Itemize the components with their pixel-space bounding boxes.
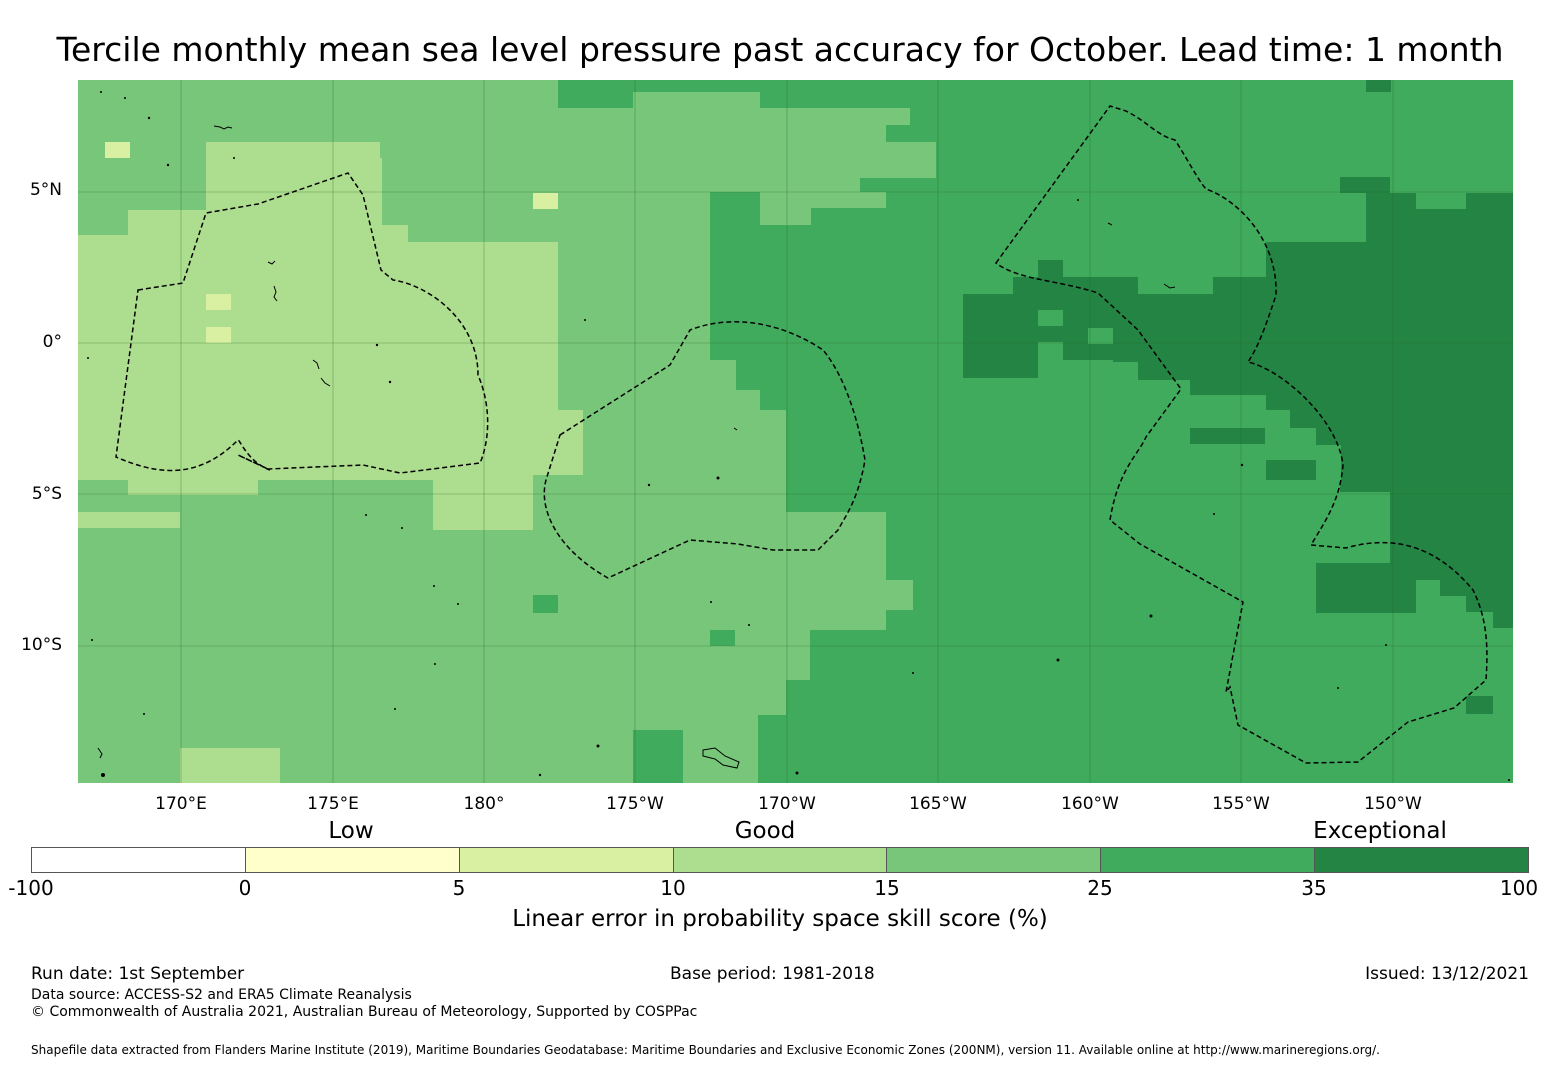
colorbar-segment — [32, 848, 245, 872]
eez-tokelau — [543, 321, 866, 579]
region-35-100-cell — [1466, 696, 1493, 714]
copyright: © Commonwealth of Australia 2021, Austra… — [31, 1004, 698, 1020]
region-10-15-west — [78, 142, 583, 530]
base-period: Base period: 1981-2018 — [670, 964, 875, 984]
island — [1107, 222, 1113, 226]
category-low: Low — [328, 818, 374, 844]
colorbar — [31, 847, 1529, 873]
colorbar-tick: 5 — [452, 876, 466, 900]
colorbar-segment — [1314, 848, 1529, 872]
lon-label: 175°E — [307, 794, 359, 814]
issued-date: Issued: 13/12/2021 — [1365, 964, 1529, 984]
region-10-15-east — [78, 512, 180, 528]
region-15-25-cell — [1088, 328, 1113, 344]
colorbar-segment — [672, 848, 887, 872]
category-exceptional: Exceptional — [1313, 818, 1447, 844]
lat-label-5s: 5°S — [31, 484, 62, 504]
eez-kiribati-line-north — [994, 105, 1488, 764]
region-25-35-cell — [710, 630, 735, 646]
lon-label: 155°W — [1212, 794, 1270, 814]
island — [312, 359, 320, 370]
colorbar-label: Linear error in probability space skill … — [512, 906, 1048, 932]
region-35-100-cell — [1190, 428, 1265, 444]
graticule — [78, 80, 1513, 783]
colorbar-segment — [458, 848, 673, 872]
region-5-10-cell — [533, 193, 558, 209]
map-title: Tercile monthly mean sea level pressure … — [56, 30, 1504, 69]
region-5-10-cell — [206, 294, 231, 310]
islands — [97, 125, 1176, 769]
region-15-25-cell — [1416, 193, 1466, 209]
eez-boundaries — [115, 105, 1488, 764]
data-source: Data source: ACCESS-S2 and ERA5 Climate … — [31, 987, 412, 1003]
colorbar-segment — [244, 848, 459, 872]
island — [320, 377, 331, 387]
region-25-35-cell — [533, 595, 558, 613]
region-35-100-cell — [1366, 80, 1391, 92]
lat-label-0: 0° — [42, 332, 62, 352]
island — [702, 747, 740, 769]
lat-label-5n: 5°N — [29, 180, 62, 200]
lon-label: 160°W — [1061, 794, 1119, 814]
skill-score-map — [78, 80, 1513, 783]
island — [273, 285, 278, 302]
island — [1163, 283, 1176, 289]
colorbar-segment — [1100, 848, 1315, 872]
colorbar-tick: 100 — [1499, 876, 1539, 900]
colorbar-tick: 10 — [660, 876, 686, 900]
run-date: Run date: 1st September — [31, 964, 245, 984]
lon-label: 180° — [463, 794, 505, 814]
island — [97, 747, 103, 759]
island — [733, 427, 738, 431]
shapefile-credit: Shapefile data extracted from Flanders M… — [31, 1043, 1380, 1057]
category-good: Good — [734, 818, 796, 844]
lon-label: 175°W — [606, 794, 664, 814]
colorbar-tick: 35 — [1301, 876, 1327, 900]
region-5-10-cell — [206, 327, 231, 343]
lon-label: 165°W — [909, 794, 967, 814]
eez-kiribati-gilbert — [115, 172, 489, 474]
region-15-25-cell — [1316, 445, 1341, 480]
colorbar-tick: 25 — [1087, 876, 1113, 900]
region-35-100-east — [1113, 177, 1513, 628]
lon-label: 150°W — [1364, 794, 1422, 814]
region-10-15-south — [180, 748, 280, 783]
lon-label: 170°W — [758, 794, 816, 814]
region-35-100-cell — [1316, 563, 1416, 613]
region-25-35-cell — [633, 730, 683, 783]
region-5-10-cell — [105, 142, 130, 158]
island — [213, 125, 233, 130]
skill-regions — [78, 80, 1513, 783]
island-dots — [87, 91, 1510, 781]
island — [267, 260, 276, 265]
region-15-25-cell — [1038, 310, 1063, 326]
map-canvas — [78, 80, 1513, 783]
colorbar-tick: -100 — [8, 876, 54, 900]
lon-label: 170°E — [155, 794, 207, 814]
colorbar-segment — [886, 848, 1101, 872]
colorbar-tick: 15 — [874, 876, 900, 900]
colorbar-tick: 0 — [238, 876, 252, 900]
lat-label-10s: 10°S — [21, 635, 62, 655]
